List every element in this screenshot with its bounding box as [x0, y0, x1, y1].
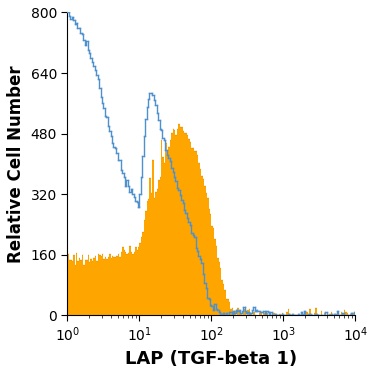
X-axis label: LAP (TGF-beta 1): LAP (TGF-beta 1) — [125, 350, 297, 368]
Y-axis label: Relative Cell Number: Relative Cell Number — [7, 65, 25, 263]
